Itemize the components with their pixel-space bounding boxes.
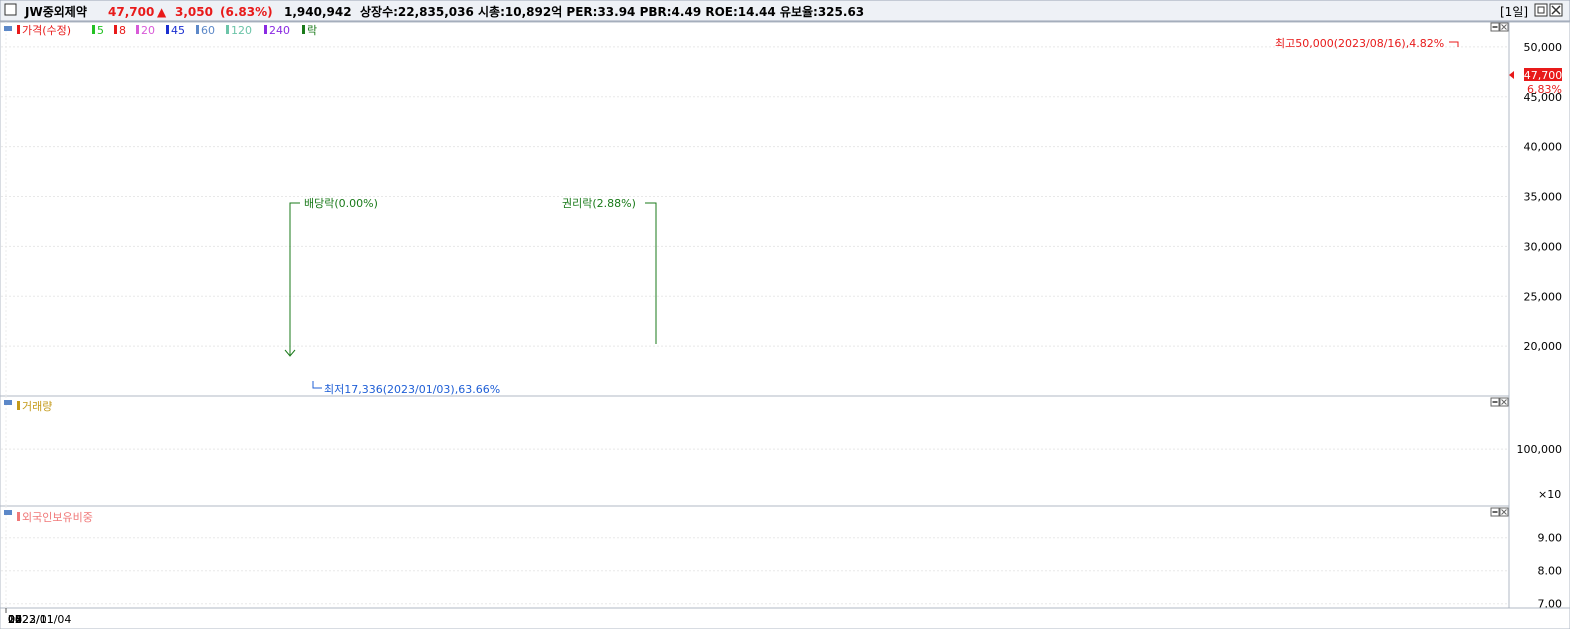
dividend-annotation: 배당락(0.00%)	[304, 197, 378, 210]
y-tick-label: 25,000	[1524, 290, 1563, 303]
y-tick-label: 45,000	[1524, 91, 1563, 104]
x-tick-label: 12	[8, 613, 22, 626]
x-tick-label: 03	[8, 613, 22, 626]
legend-item: 120	[231, 24, 252, 37]
price-tag	[1524, 68, 1562, 81]
x-tick-label: 08	[8, 613, 22, 626]
panel-handle-icon[interactable]	[4, 510, 12, 515]
y-tick-label: 8.00	[1538, 565, 1563, 578]
x-axis-area	[0, 607, 1570, 630]
panel-close-icon[interactable]	[1499, 22, 1509, 32]
legend-title: 가격(수정)	[22, 24, 71, 37]
rights-annotation: 권리락(2.88%)	[562, 197, 636, 210]
y-tick-label: 40,000	[1524, 141, 1563, 154]
rights-line	[645, 202, 657, 344]
foreign-title: 외국인보유비중	[22, 511, 93, 524]
header-stats: 상장수:22,835,036 시총:10,892억 PER:33.94 PBR:…	[360, 4, 864, 19]
low-pointer	[312, 381, 322, 389]
annotations: 최고50,000(2023/08/16),4.82% 최저17,336(2023…	[284, 37, 1459, 396]
volume-multiplier: ×10	[1538, 488, 1561, 501]
x-tick-label: 05	[8, 613, 22, 626]
legend-marker	[92, 25, 95, 34]
price-tag-pct: 6.83%	[1527, 83, 1562, 96]
panel-close-icon[interactable]	[1499, 397, 1509, 407]
volume-title: 거래량	[22, 400, 52, 413]
legend-marker	[17, 401, 20, 410]
legend-item: 20	[141, 24, 155, 37]
legend-item: 60	[201, 24, 215, 37]
x-tick-label: 07	[8, 613, 22, 626]
y-tick-label: 9.00	[1538, 532, 1563, 545]
y-tick-label: 20,000	[1524, 340, 1563, 353]
legend-item: 5	[97, 24, 104, 37]
legend-marker	[17, 512, 20, 521]
panel-close-icon[interactable]	[1499, 507, 1509, 517]
header-change-pct: (6.83%)	[220, 5, 273, 19]
dividend-line	[289, 202, 300, 355]
volume-panel[interactable]	[0, 395, 1510, 507]
period-selector[interactable]: [1일]	[1500, 5, 1528, 19]
low-annotation: 최저17,336(2023/01/03),63.66%	[324, 383, 500, 396]
grid-lines	[1, 22, 1509, 608]
x-tick-label: 06	[8, 613, 22, 626]
legend-marker	[136, 25, 139, 34]
legend-item: 45	[171, 24, 185, 37]
header-volume: 1,940,942	[284, 5, 352, 19]
price-tag-pointer	[1509, 71, 1514, 79]
header-change: 3,050	[175, 5, 213, 19]
x-tick-label: 04	[8, 613, 22, 626]
y-tick-label: 30,000	[1524, 240, 1563, 253]
legend-marker	[226, 25, 229, 34]
legend-marker	[264, 25, 267, 34]
maximize-icon[interactable]	[1534, 3, 1548, 17]
checkbox-icon[interactable]	[4, 3, 17, 16]
legend-item: 락	[307, 24, 317, 37]
legend-marker	[302, 25, 305, 34]
legend-marker	[17, 25, 20, 34]
y-tick-label: 7.00	[1538, 598, 1563, 611]
dividend-arrow-icon	[284, 349, 296, 357]
price-tag-value: 47,700	[1524, 69, 1563, 82]
y-tick-label: 35,000	[1524, 191, 1563, 204]
legend-item: 240	[269, 24, 290, 37]
y-tick-label: 50,000	[1524, 41, 1563, 54]
panel-handle-icon[interactable]	[4, 26, 12, 31]
legend-marker	[166, 25, 169, 34]
stock-name: JW중외제약	[24, 4, 87, 19]
close-icon[interactable]	[1549, 3, 1563, 17]
x-tick-label: 2023/01	[8, 613, 54, 626]
panel-minimize-icon[interactable]	[1490, 22, 1500, 32]
x-tick-label: 2022/11/04	[8, 613, 71, 626]
legend-marker	[196, 25, 199, 34]
legend-marker	[114, 25, 117, 34]
high-pointer	[1449, 41, 1459, 47]
y-axis-area	[1508, 21, 1570, 609]
legend-item: 8	[119, 24, 126, 37]
panel-handle-icon[interactable]	[4, 400, 12, 405]
header-bar	[0, 0, 1570, 22]
y-tick-label: 100,000	[1517, 443, 1563, 456]
foreign-panel[interactable]	[0, 505, 1510, 609]
panel-minimize-icon[interactable]	[1490, 507, 1500, 517]
price-panel[interactable]	[0, 21, 1510, 397]
axis-labels: 20,000 25,000 30,000 35,000 40,000 45,000 50,0…	[5, 41, 1563, 626]
high-annotation: 최고50,000(2023/08/16),4.82%	[1275, 37, 1444, 50]
panel-minimize-icon[interactable]	[1490, 397, 1500, 407]
up-arrow-icon: ▲	[157, 5, 167, 19]
x-tick-label: 02	[8, 613, 22, 626]
header-price: 47,700	[108, 5, 154, 19]
legend: 5 8 20 45 60 120 240 락	[92, 24, 317, 37]
